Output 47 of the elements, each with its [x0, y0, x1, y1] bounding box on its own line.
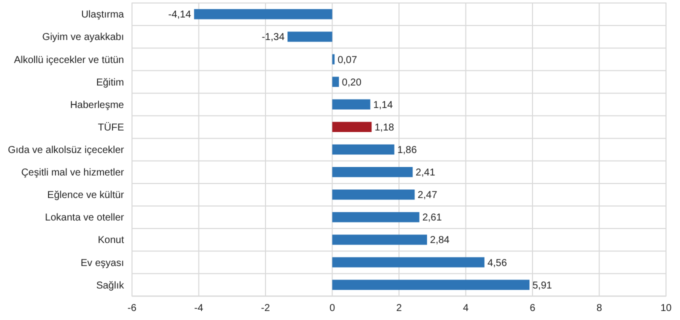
data-label: 5,91	[532, 280, 552, 292]
bar	[332, 280, 530, 290]
y-tick-label: Çeşitli mal ve hizmetler	[21, 168, 125, 179]
bar	[332, 76, 339, 87]
x-tick-label: 10	[660, 303, 672, 314]
data-label: 0,07	[338, 54, 358, 66]
y-tick-label: Sağlık	[96, 280, 125, 292]
data-label: 1,86	[397, 145, 418, 156]
y-tick-label: Eğitim	[96, 77, 124, 88]
bar	[332, 122, 372, 132]
bar	[332, 99, 370, 110]
bar	[332, 190, 415, 200]
data-label: 2,84	[430, 235, 450, 246]
y-tick-label: Haberleşme	[70, 100, 124, 111]
data-label: 2,41	[416, 168, 436, 179]
data-label: 2,47	[418, 190, 438, 202]
data-label: 1,14	[373, 100, 394, 111]
data-label: 0,20	[342, 77, 362, 88]
y-tick-label: Alkollü içecekler ve tütün	[14, 54, 124, 66]
x-tick-label: 6	[530, 303, 536, 314]
x-tick-label: 4	[462, 303, 469, 314]
x-tick-label: -6	[128, 303, 137, 314]
bar	[332, 212, 420, 222]
y-tick-label: Ulaştırma	[81, 10, 124, 21]
bar	[332, 234, 428, 245]
y-tick-label: Lokanta ve oteller	[45, 212, 125, 224]
data-label: -1,34	[262, 32, 285, 44]
x-tick-label: -2	[261, 303, 270, 314]
bar	[332, 144, 394, 155]
y-tick-label: Eğlence ve kültür	[47, 190, 125, 202]
y-tick-label: Giyim ve ayakkabı	[42, 32, 124, 44]
data-label: 2,61	[422, 212, 442, 224]
y-tick-label: Gıda ve alkolsüz içecekler	[8, 145, 125, 156]
bar	[194, 9, 332, 20]
data-label: 1,18	[374, 122, 395, 134]
x-tick-label: 2	[396, 303, 402, 314]
data-label: -4,14	[168, 10, 192, 21]
bar	[332, 257, 484, 268]
x-tick-label: 8	[596, 303, 602, 314]
x-tick-label: -4	[194, 303, 204, 314]
x-tick-label: 0	[329, 303, 336, 314]
y-tick-label: TÜFE	[98, 121, 124, 134]
data-label: 4,56	[487, 258, 508, 269]
y-tick-label: Ev eşyası	[80, 258, 124, 269]
y-tick-label: Konut	[98, 235, 124, 246]
bar	[332, 166, 413, 178]
bar	[288, 32, 332, 42]
